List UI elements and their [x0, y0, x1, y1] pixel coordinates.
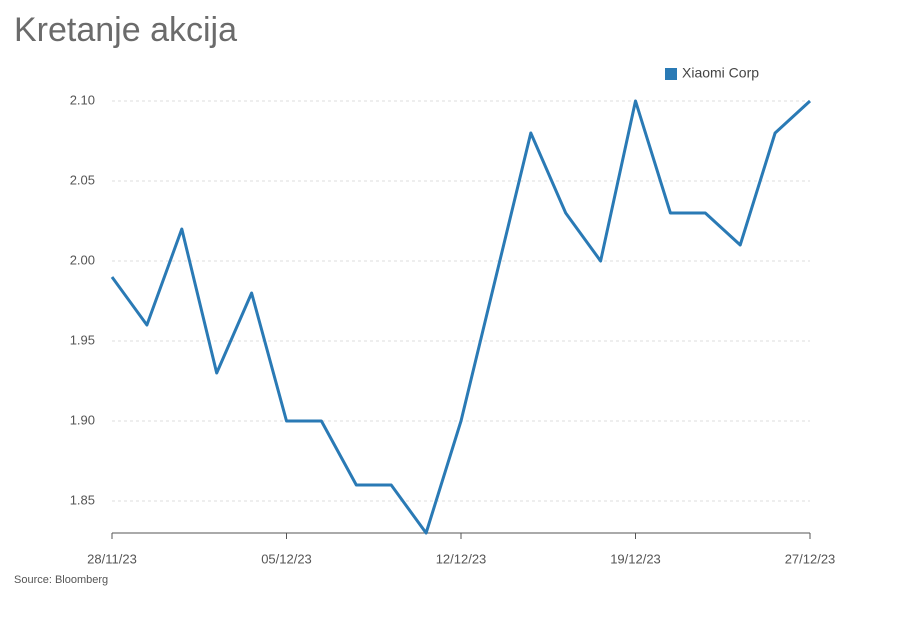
y-tick-label: 1.85: [70, 492, 95, 507]
y-tick-label: 2.10: [70, 92, 95, 107]
line-series: [110, 99, 812, 535]
x-tick-label: 28/11/23: [87, 551, 137, 566]
x-tick-label: 19/12/23: [610, 551, 661, 566]
source: Source: Bloomberg: [14, 574, 108, 586]
y-tick-label: 2.05: [70, 172, 95, 187]
y-tick-label: 2.00: [70, 252, 95, 267]
y-tick-label: 1.90: [70, 412, 95, 427]
x-tick-label: 27/12/23: [785, 551, 836, 566]
x-tick-label: 12/12/23: [436, 551, 487, 566]
x-tick-label: 05/12/23: [261, 551, 312, 566]
legend-label: Xiaomi Corp: [682, 65, 759, 81]
chart-title: Kretanje akcija: [14, 11, 237, 49]
y-tick-label: 1.95: [70, 332, 95, 347]
legend-swatch: [665, 68, 677, 80]
